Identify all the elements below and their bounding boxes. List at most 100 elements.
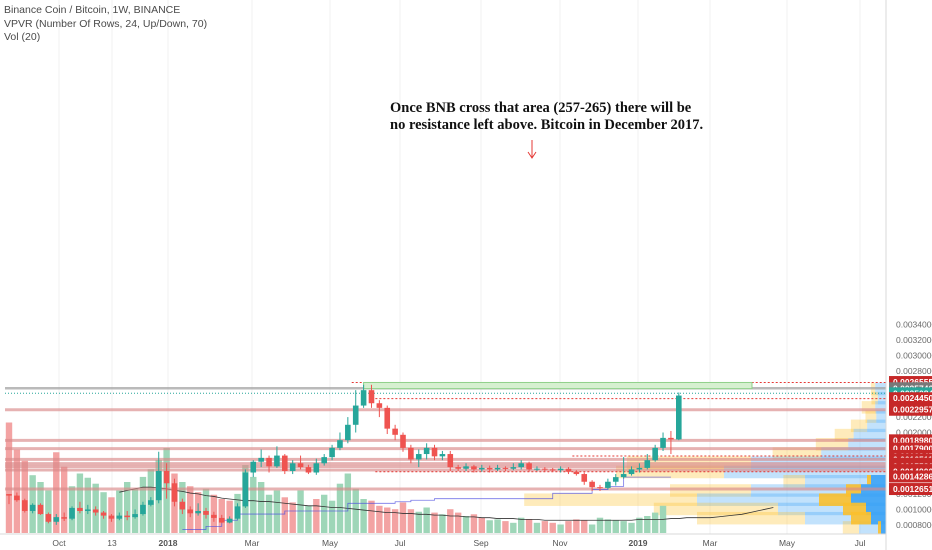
candle-body (345, 424, 351, 441)
candle-body (628, 469, 635, 475)
volume-indicator-label[interactable]: Vol (20) (4, 31, 41, 43)
candle-body (274, 455, 280, 467)
vpvr-up-bar (853, 428, 886, 442)
volume-bar (604, 519, 612, 533)
candle-body (282, 455, 288, 471)
volume-bar (541, 521, 549, 533)
candle-body (148, 500, 154, 505)
volume-bar (384, 507, 391, 533)
volume-bar (336, 483, 344, 533)
x-tick-label: Mar (245, 538, 260, 548)
volume-bar (502, 521, 509, 533)
x-tick-label: Nov (552, 538, 568, 548)
price-label-text: 0.0022957 (893, 405, 932, 415)
candle-body (644, 460, 651, 468)
candle-body (321, 457, 327, 464)
candle-body (266, 457, 272, 467)
volume-bar (273, 490, 281, 533)
price-label-box (889, 483, 932, 496)
candle-body (140, 504, 146, 515)
candle-body (652, 447, 658, 461)
time-axis[interactable]: Oct 13 2018 Mar May Jul Sep Nov 2019 Mar May Jul (52, 538, 865, 548)
volume-bar (250, 476, 257, 533)
volume-bar (368, 500, 375, 533)
candle-body (526, 463, 532, 470)
candle-body (258, 457, 264, 462)
candle-body (518, 463, 524, 468)
price-label-text: 0.0014286 (893, 471, 932, 481)
volume-bar (462, 516, 470, 533)
candle-body (329, 447, 335, 458)
chart-annotation[interactable]: Once BNB cross that area (257-265) there… (390, 100, 703, 134)
volume-bar (439, 514, 446, 533)
volume-bar (360, 499, 367, 533)
symbol-title[interactable]: Binance Coin / Bitcoin, 1W, BINANCE (4, 4, 181, 16)
volume-bar (533, 522, 541, 533)
x-tick-label: Jul (395, 538, 406, 548)
volume-ma-line (119, 486, 774, 521)
volume-bar (644, 516, 651, 533)
candle-body (408, 447, 414, 460)
volume-bar (423, 507, 430, 533)
volume-bar (596, 517, 604, 533)
volume-bar (510, 522, 517, 533)
volume-bar (45, 490, 52, 533)
candle-body (565, 468, 572, 472)
volume-bar (289, 502, 296, 533)
candle-body (218, 517, 225, 523)
candle-body (479, 467, 485, 470)
candle-body (297, 463, 304, 468)
candle-body (313, 463, 320, 473)
vpvr-up-bar (881, 521, 886, 534)
volume-bar (116, 490, 123, 533)
vpvr-down-bar (524, 493, 697, 506)
candle-body (92, 509, 99, 513)
candle-body (132, 514, 138, 518)
vpvr-down-bar (867, 474, 871, 488)
vpvr-indicator-label[interactable]: VPVR (Number Of Rows, 24, Up/Down, 70) (4, 17, 208, 30)
vpvr-up-bar (875, 401, 886, 414)
candle-body (195, 510, 201, 514)
candle-body (69, 507, 75, 519)
candle-body (124, 515, 130, 518)
x-tick-label: Sep (473, 538, 488, 548)
candle-body (502, 467, 509, 469)
volume-bar (447, 509, 454, 533)
volume-bar (651, 512, 659, 533)
volume-bar (628, 522, 635, 533)
resistance-zone[interactable] (363, 381, 753, 390)
volume-bar (21, 460, 28, 533)
volume-bar (588, 524, 596, 533)
candle-body (400, 434, 406, 448)
candle-body (360, 390, 367, 406)
candle-body (605, 481, 611, 488)
x-tick-label: 13 (107, 538, 117, 548)
volume-bar (313, 499, 320, 533)
candle-body (171, 483, 178, 502)
volume-bar (281, 497, 288, 533)
candle-body (242, 472, 249, 507)
candle-body (100, 512, 107, 516)
candle-body (163, 470, 170, 484)
candles (6, 384, 682, 525)
volume-bar (636, 517, 643, 533)
volume-bar (565, 521, 572, 533)
annotation-line-2: no resistance left above. Bitcoin in Dec… (390, 117, 704, 133)
candle-body (573, 471, 580, 475)
x-tick-label: May (322, 538, 339, 548)
price-label-text: 0.0018980 (893, 435, 932, 445)
volume-bar (391, 509, 399, 533)
candle-body (439, 454, 446, 457)
candle-body (53, 517, 60, 522)
vpvr-up-bar (877, 391, 886, 405)
price-label-box (889, 470, 932, 483)
vpvr-down-bar (783, 474, 805, 488)
x-tick-label: 2018 (159, 538, 178, 548)
candle-body (6, 494, 12, 496)
